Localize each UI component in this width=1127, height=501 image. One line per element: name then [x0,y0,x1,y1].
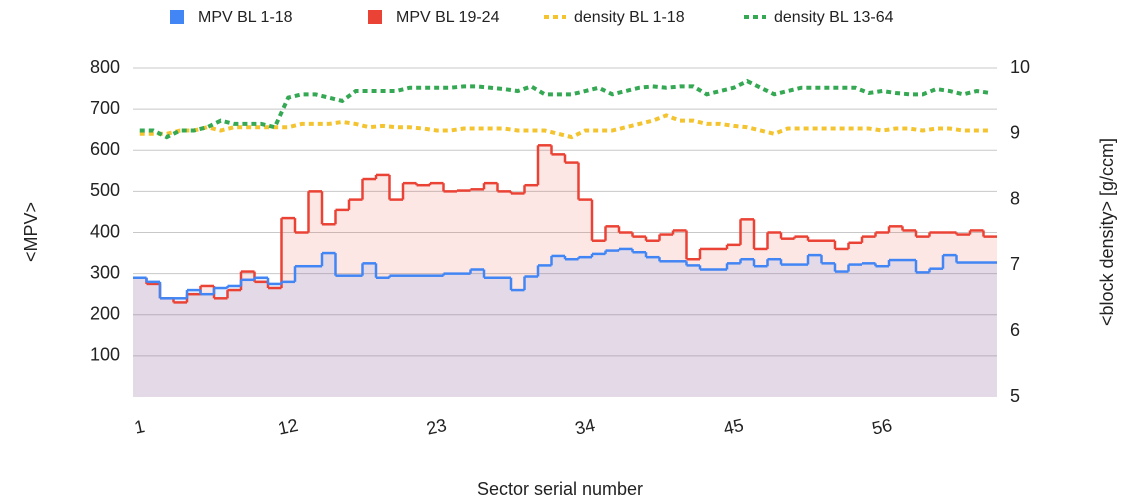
x-tick-label: 1 [133,416,147,438]
legend-label: MPV BL 1-18 [198,9,293,26]
x-axis-title: Sector serial number [477,479,643,499]
x-tick-label: 23 [425,415,449,439]
y-tick-label: 400 [90,221,120,241]
y-tick-label: 500 [90,180,120,200]
legend-label: density BL 1-18 [574,9,685,26]
y-tick-label: 300 [90,262,120,282]
y-tick-label: 100 [90,345,120,365]
legend-label: MPV BL 19-24 [396,9,500,26]
legend-swatch [170,10,184,24]
y-tick-label: 700 [90,98,120,118]
y2-axis-title: <block density> [g/ccm] [1097,138,1117,326]
y2-tick-label: 9 [1010,123,1020,143]
area [133,248,997,397]
y2-tick-label: 6 [1010,320,1020,340]
y-tick-label: 800 [90,57,120,77]
y-tick-label: 600 [90,139,120,159]
density-line [139,113,991,140]
legend-swatch [368,10,382,24]
y-tick-label: 200 [90,304,120,324]
x-tick-label: 12 [276,415,300,439]
x-tick-label: 56 [870,415,894,439]
x-tick-label: 45 [722,415,746,439]
y-axis-title: <MPV> [21,202,41,262]
y2-tick-label: 5 [1010,386,1020,406]
density-line [139,78,991,140]
y2-tick-label: 10 [1010,57,1030,77]
x-tick-label: 34 [573,415,597,439]
y2-tick-label: 7 [1010,254,1020,274]
y2-tick-label: 8 [1010,188,1020,208]
legend-label: density BL 13-64 [774,9,894,26]
